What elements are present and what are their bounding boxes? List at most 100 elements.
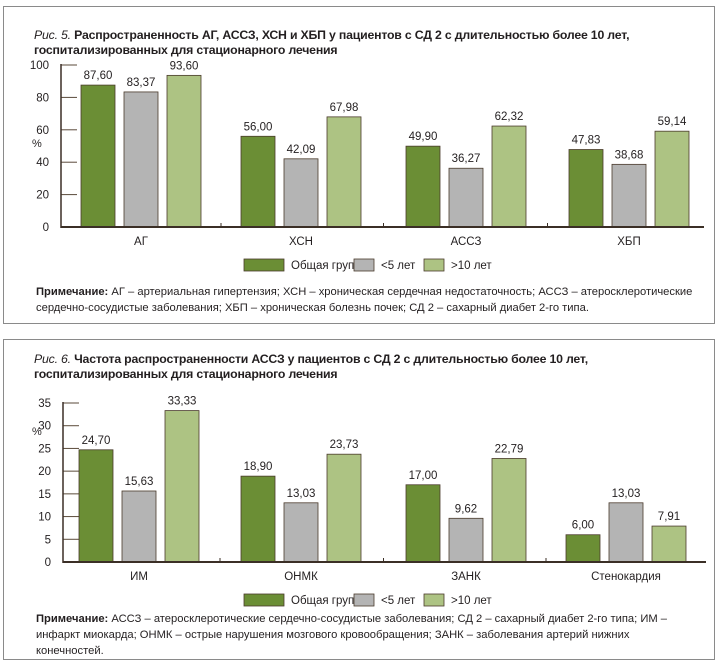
- bar-value-label: 56,00: [244, 121, 273, 133]
- y-tick-label: 100: [30, 60, 49, 72]
- bar: [283, 158, 319, 228]
- bar: [565, 534, 601, 563]
- bar-value-label: 47,83: [572, 135, 601, 147]
- legend-label: Общая группа: [291, 595, 367, 607]
- bar: [123, 91, 159, 228]
- bar-value-label: 33,33: [168, 396, 197, 408]
- bar-value-label: 17,00: [409, 470, 438, 482]
- category-label: АГ: [134, 236, 149, 248]
- legend-label: >10 лет: [451, 595, 492, 607]
- bar: [654, 130, 690, 228]
- y-tick-label: 10: [38, 512, 51, 524]
- bar-value-label: 7,91: [658, 511, 680, 523]
- category-label: ОНМК: [284, 571, 318, 583]
- bar: [326, 116, 362, 228]
- note-text: АССЗ – атеросклеротические сердечно-сосу…: [36, 613, 668, 657]
- legend-swatch: [243, 258, 285, 272]
- bar-value-label: 38,68: [615, 149, 644, 161]
- y-axis-label: %: [32, 138, 42, 150]
- note-text: АГ – артериальная гипертензия; ХСН – хро…: [36, 286, 693, 314]
- y-tick-label: 40: [36, 157, 49, 169]
- bar: [80, 84, 116, 228]
- y-tick-label: 60: [36, 125, 49, 137]
- legend-label: Общая группа: [291, 260, 367, 272]
- bar: [240, 135, 276, 228]
- y-tick-label: 30: [38, 421, 51, 433]
- bar-value-label: 67,98: [330, 102, 359, 114]
- figure-6-title-text: Частота распространенности АССЗ у пациен…: [34, 352, 588, 381]
- bar: [611, 163, 647, 228]
- legend-label: >10 лет: [451, 260, 492, 272]
- bar-value-label: 13,03: [287, 488, 316, 500]
- figure-6-label: Рис. 6.: [34, 352, 71, 366]
- category-label: ИМ: [130, 571, 148, 583]
- legend-swatch: [423, 593, 445, 607]
- bar-value-label: 22,79: [495, 443, 524, 455]
- y-tick-label: 80: [36, 92, 49, 104]
- legend-swatch: [353, 593, 375, 607]
- bar: [608, 502, 644, 563]
- bar: [240, 475, 276, 563]
- bar-value-label: 36,27: [452, 153, 481, 165]
- bar-value-label: 42,09: [287, 144, 316, 156]
- bar: [448, 517, 484, 563]
- bar: [283, 502, 319, 563]
- bar: [164, 410, 200, 563]
- y-tick-label: 35: [38, 398, 51, 410]
- y-tick-label: 15: [38, 489, 51, 501]
- figure-6-title: Рис. 6. Частота распространенности АССЗ …: [34, 352, 714, 382]
- bar-value-label: 93,60: [170, 60, 199, 72]
- bar: [78, 449, 114, 563]
- y-axis-label: %: [32, 426, 42, 438]
- y-tick-label: 0: [45, 557, 51, 569]
- bar: [326, 453, 362, 563]
- category-label: АССЗ: [451, 236, 482, 248]
- bar-value-label: 6,00: [572, 520, 594, 532]
- y-tick-label: 20: [38, 466, 51, 478]
- bar: [405, 145, 441, 228]
- bar-value-label: 18,90: [244, 461, 273, 473]
- bar: [405, 484, 441, 563]
- figure-5-title: Рис. 5. Распространенность АГ, АССЗ, ХСН…: [34, 28, 714, 58]
- legend-label: <5 лет: [381, 260, 416, 272]
- y-tick-label: 25: [38, 443, 51, 455]
- bar-value-label: 83,37: [127, 77, 156, 89]
- bar-value-label: 23,73: [330, 439, 359, 451]
- figure-6-panel: Рис. 6. Частота распространенности АССЗ …: [3, 339, 715, 660]
- legend-swatch: [353, 258, 375, 272]
- category-label: Стенокардия: [591, 571, 661, 583]
- legend-label: <5 лет: [381, 595, 416, 607]
- bar: [491, 458, 527, 563]
- figure-6-note: Примечание: АССЗ – атеросклеротические с…: [36, 611, 696, 659]
- category-label: ЗАНК: [451, 571, 481, 583]
- category-label: ХБП: [617, 236, 640, 248]
- category-label: ХСН: [289, 236, 313, 248]
- bar-value-label: 24,70: [82, 435, 111, 447]
- figure-5-title-text: Распространенность АГ, АССЗ, ХСН и ХБП у…: [34, 28, 630, 57]
- note-label: Примечание:: [36, 286, 109, 298]
- bar-value-label: 13,03: [612, 488, 641, 500]
- y-tick-label: 0: [43, 222, 49, 234]
- y-tick-label: 5: [45, 534, 51, 546]
- figure-5-panel: Рис. 5. Распространенность АГ, АССЗ, ХСН…: [3, 6, 715, 324]
- figure-5-label: Рис. 5.: [34, 28, 71, 42]
- bar: [491, 125, 527, 228]
- bar-value-label: 62,32: [495, 111, 524, 123]
- legend-swatch: [423, 258, 445, 272]
- bar: [448, 167, 484, 228]
- bar-value-label: 87,60: [84, 70, 113, 82]
- figure-5-note: Примечание: АГ – артериальная гипертензи…: [36, 284, 696, 316]
- bar-value-label: 9,62: [455, 503, 477, 515]
- figure-6-chart: 0 5 10 15 20 25 30 35% 24,70 18,90 17,00 6,00 15,63 1…: [32, 396, 706, 607]
- bar: [166, 74, 202, 228]
- legend-swatch: [243, 593, 285, 607]
- y-tick-label: 20: [36, 190, 49, 202]
- bar-value-label: 49,90: [409, 131, 438, 143]
- bar-value-label: 59,14: [658, 116, 687, 128]
- bar: [121, 490, 157, 563]
- bar: [568, 149, 604, 228]
- figure-5-chart: 0 20 40 60 80 100% 87,60 56,00 49,90 47,83 83,37 42…: [30, 60, 704, 272]
- bar: [651, 525, 687, 563]
- note-label: Примечание:: [36, 613, 109, 625]
- bar-value-label: 15,63: [125, 476, 154, 488]
